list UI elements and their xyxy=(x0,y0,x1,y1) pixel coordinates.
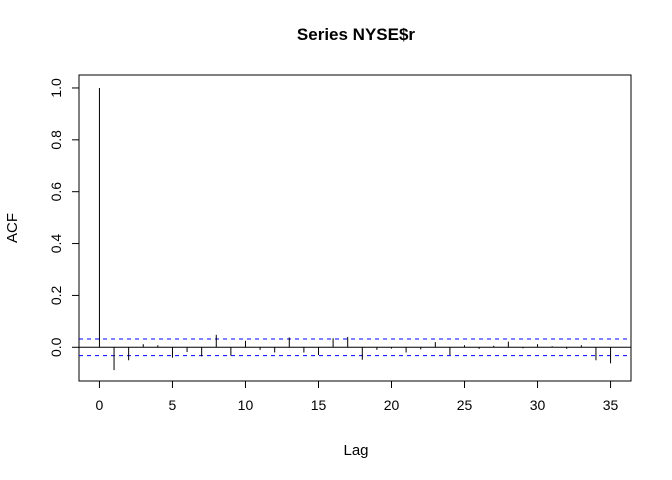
x-tick-label: 10 xyxy=(238,397,254,413)
x-tick-label: 25 xyxy=(457,397,473,413)
y-tick-label: 0.6 xyxy=(48,182,64,202)
x-tick-label: 0 xyxy=(96,397,104,413)
chart-title: Series NYSE$r xyxy=(297,25,416,44)
y-tick-label: 0.2 xyxy=(48,285,64,305)
y-tick-label: 0.0 xyxy=(48,337,64,357)
confidence-bounds xyxy=(79,338,631,357)
y-axis-label: ACF xyxy=(4,213,21,243)
y-tick-label: 0.8 xyxy=(48,130,64,150)
x-tick-label: 35 xyxy=(603,397,619,413)
plot-frame xyxy=(78,74,632,382)
x-tick-label: 5 xyxy=(169,397,177,413)
x-tick-label: 20 xyxy=(384,397,400,413)
y-tick-label: 0.4 xyxy=(48,234,64,254)
y-tick-label: 1.0 xyxy=(48,78,64,98)
acf-bars xyxy=(98,87,612,371)
x-tick-label: 15 xyxy=(311,397,327,413)
x-axis-label: Lag xyxy=(343,442,368,459)
x-axis: 0 5 10 15 20 25 30 35 xyxy=(96,380,619,413)
x-tick-label: 30 xyxy=(530,397,546,413)
y-axis: 0.0 0.2 0.4 0.6 0.8 1.0 xyxy=(48,78,80,357)
